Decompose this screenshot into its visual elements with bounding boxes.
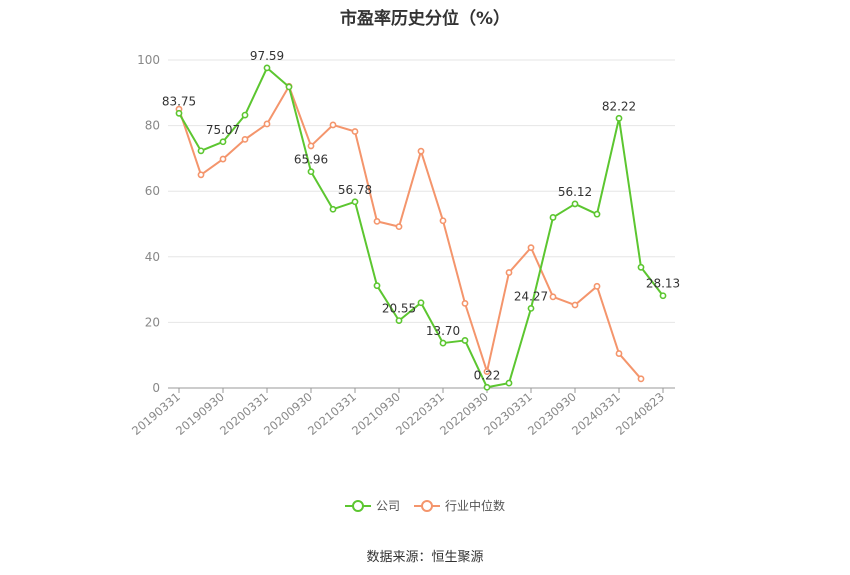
company-point [505, 379, 513, 387]
data-label: 28.13 [646, 277, 680, 291]
industry-point [461, 299, 469, 307]
company-point [373, 282, 381, 290]
industry-point [439, 217, 447, 225]
industry-point [263, 120, 271, 128]
y-tick-label: 0 [152, 381, 160, 395]
data-label: 65.96 [294, 153, 328, 167]
legend-item-industry[interactable]: 行业中位数 [414, 497, 505, 514]
company-point [351, 198, 359, 206]
company-point [549, 214, 557, 221]
chart-title: 市盈率历史分位（%） [339, 9, 511, 29]
company-point [197, 147, 205, 155]
company-point [263, 64, 271, 72]
source-note: 数据来源：恒生聚源 [366, 550, 484, 565]
series-lines [175, 64, 667, 391]
legend-item-company[interactable]: 公司 [344, 497, 400, 514]
company-point [241, 111, 249, 119]
industry-point [571, 301, 579, 309]
y-tick-label: 20 [145, 315, 160, 329]
industry-line [178, 85, 642, 380]
company-point [417, 299, 425, 307]
y-tick-label: 80 [145, 119, 160, 133]
company-point [285, 83, 293, 91]
company-point [571, 200, 579, 208]
industry-point [307, 142, 315, 150]
legend-label-company: 公司 [375, 499, 400, 513]
company-point [439, 339, 447, 347]
legend: 公司 行业中位数 [0, 497, 850, 514]
company-point [483, 383, 491, 391]
y-tick-label: 100 [137, 53, 160, 67]
data-label: 75.07 [206, 123, 240, 137]
industry-point [351, 128, 359, 135]
company-point [175, 109, 183, 117]
legend-line-icon [414, 499, 440, 513]
industry-point [219, 155, 227, 163]
x-tick-label: 20240823 [613, 390, 667, 438]
industry-point [637, 375, 645, 383]
company-point [219, 138, 227, 146]
company-point [593, 210, 601, 218]
company-point [637, 263, 645, 271]
industry-point [505, 269, 513, 276]
data-label: 24.27 [514, 289, 548, 303]
company-point [615, 114, 623, 122]
industry-point [417, 147, 425, 155]
legend-label-industry: 行业中位数 [445, 499, 506, 513]
company-line [178, 66, 664, 389]
grid-lines [168, 59, 675, 323]
company-point [461, 337, 469, 344]
industry-point [197, 171, 205, 179]
industry-point [593, 282, 601, 290]
data-label: 0.22 [474, 368, 501, 382]
company-point [395, 317, 403, 324]
industry-point [615, 350, 623, 357]
industry-point [241, 135, 249, 143]
industry-point [483, 368, 491, 375]
data-label: 83.75 [162, 94, 196, 108]
industry-point [395, 223, 403, 231]
industry-point [373, 217, 381, 225]
data-label: 97.59 [250, 49, 284, 63]
y-tick-label: 60 [145, 184, 160, 198]
company-point [659, 292, 667, 300]
industry-point [527, 244, 535, 252]
legend-line-icon [344, 499, 371, 513]
company-point [307, 168, 315, 176]
data-label: 20.55 [382, 302, 416, 316]
line-chart: 0204060801002019033120190930202003312020… [129, 49, 680, 438]
industry-point [329, 121, 337, 129]
data-label: 56.78 [338, 183, 372, 197]
axes: 0204060801002019033120190930202003312020… [129, 53, 675, 438]
company-point [527, 304, 535, 312]
industry-point [549, 293, 557, 301]
data-label: 56.12 [558, 185, 592, 199]
data-label: 13.70 [426, 324, 460, 338]
data-label: 82.22 [602, 99, 636, 113]
company-point [329, 205, 337, 213]
data-labels: 83.75 75.07 97.59 65.96 56.78 20.55 13.70 0.22 2… [162, 49, 680, 382]
y-tick-label: 40 [145, 250, 160, 264]
